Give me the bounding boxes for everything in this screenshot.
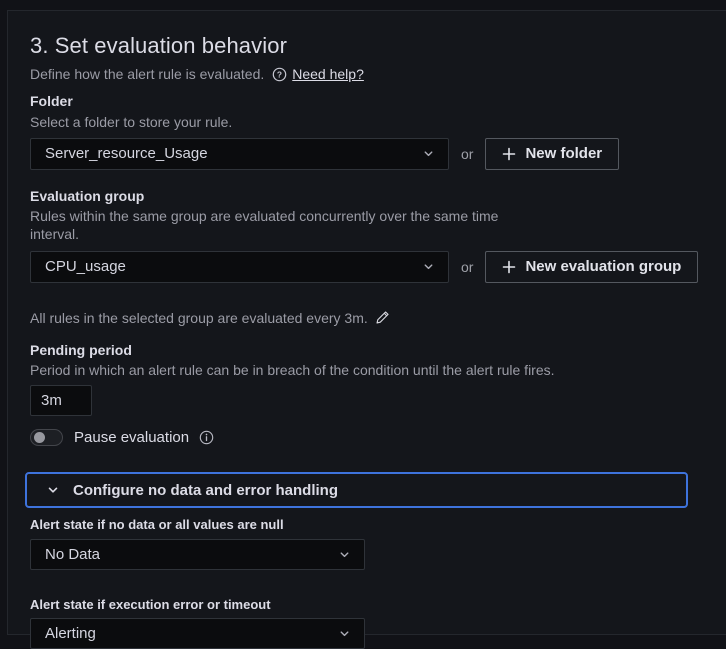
subtitle-text: Define how the alert rule is evaluated.	[30, 66, 264, 82]
error-state-field: Alert state if execution error or timeou…	[30, 597, 726, 649]
plus-icon	[502, 260, 516, 274]
folder-select[interactable]: Server_resource_Usage	[30, 138, 449, 170]
no-data-state-value: No Data	[45, 546, 100, 563]
or-label: or	[461, 146, 473, 162]
chevron-down-icon	[338, 548, 351, 561]
new-evaluation-group-button[interactable]: New evaluation group	[485, 251, 698, 283]
new-evaluation-group-button-label: New evaluation group	[525, 258, 681, 275]
no-data-state-select[interactable]: No Data	[30, 539, 365, 570]
pause-evaluation-row: Pause evaluation	[30, 429, 726, 446]
evaluation-step-panel: 3. Set evaluation behavior Define how th…	[7, 10, 726, 635]
pause-evaluation-toggle[interactable]	[30, 429, 63, 446]
chevron-down-icon	[338, 627, 351, 640]
error-state-select[interactable]: Alerting	[30, 618, 365, 649]
folder-description: Select a folder to store your rule.	[30, 113, 726, 131]
error-state-value: Alerting	[45, 625, 96, 642]
evaluation-group-select-value: CPU_usage	[45, 258, 126, 275]
question-circle-icon: ?	[272, 67, 287, 82]
folder-label: Folder	[30, 93, 726, 111]
pending-period-input[interactable]	[30, 385, 92, 416]
folder-select-value: Server_resource_Usage	[45, 145, 208, 162]
evaluation-group-label: Evaluation group	[30, 188, 726, 206]
need-help-link[interactable]: Need help?	[292, 66, 364, 82]
plus-icon	[502, 147, 516, 161]
collapse-header-title: Configure no data and error handling	[73, 482, 338, 499]
evaluation-interval-note: All rules in the selected group are eval…	[30, 310, 726, 326]
error-state-label: Alert state if execution error or timeou…	[30, 597, 726, 613]
evaluation-interval-text: All rules in the selected group are eval…	[30, 310, 368, 326]
toggle-knob	[34, 432, 45, 443]
pending-period-label: Pending period	[30, 342, 726, 360]
evaluation-group-field-group: Evaluation group Rules within the same g…	[30, 188, 726, 283]
chevron-down-icon	[46, 483, 60, 497]
pending-period-description: Period in which an alert rule can be in …	[30, 361, 595, 379]
no-data-state-label: Alert state if no data or all values are…	[30, 517, 726, 533]
page-title: 3. Set evaluation behavior	[30, 33, 726, 59]
chevron-down-icon	[422, 147, 435, 160]
or-label: or	[461, 259, 473, 275]
info-circle-icon[interactable]	[199, 430, 214, 445]
svg-text:?: ?	[277, 69, 282, 79]
pencil-icon[interactable]	[375, 310, 390, 325]
configure-no-data-collapse-header[interactable]: Configure no data and error handling	[25, 472, 688, 508]
new-folder-button-label: New folder	[525, 145, 602, 162]
no-data-state-field: Alert state if no data or all values are…	[30, 517, 726, 569]
folder-field-group: Folder Select a folder to store your rul…	[30, 93, 726, 170]
pause-evaluation-label: Pause evaluation	[74, 429, 189, 446]
evaluation-group-description: Rules within the same group are evaluate…	[30, 207, 510, 243]
pending-period-field-group: Pending period Period in which an alert …	[30, 342, 726, 417]
new-folder-button[interactable]: New folder	[485, 138, 619, 170]
chevron-down-icon	[422, 260, 435, 273]
evaluation-group-select[interactable]: CPU_usage	[30, 251, 449, 283]
subtitle-row: Define how the alert rule is evaluated. …	[30, 66, 726, 82]
